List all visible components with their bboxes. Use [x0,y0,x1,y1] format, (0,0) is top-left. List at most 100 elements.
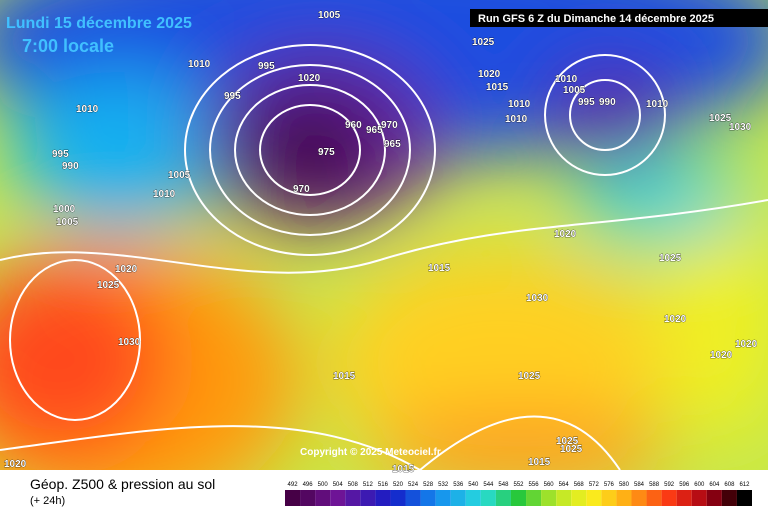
scale-label: 516 [378,482,389,488]
isobar-label: 1010 [505,114,528,125]
copyright: Copyright © 2025 Meteociel.fr [300,447,441,458]
scale-swatch [495,490,511,506]
scale-swatch [330,490,346,506]
isobar-label: 995 [224,91,241,102]
scale-label: 520 [393,482,404,488]
isobar-label: 1020 [478,69,501,80]
scale-swatch [450,490,466,506]
isobar-label: 1020 [115,264,138,275]
forecast-date: Lundi 15 décembre 2025 [6,15,192,32]
scale-swatch [405,490,421,506]
run-panel [470,9,768,27]
scale-label: 508 [348,482,359,488]
scale-label: 592 [664,482,675,488]
scale-label: 604 [709,482,720,488]
scale-label: 560 [544,482,555,488]
isobar-label: 1020 [298,73,321,84]
scale-label: 540 [468,482,479,488]
scale-swatch [556,490,572,506]
isobar-label: 1025 [97,280,120,291]
scale-label: 584 [634,482,645,488]
scale-swatch [616,490,632,506]
scale-label: 612 [739,482,750,488]
scale-label: 572 [589,482,600,488]
scale-label: 528 [423,482,434,488]
isobar-label: 960 [345,120,362,131]
scale-swatch [465,490,481,506]
scale-swatch [541,490,557,506]
isobar-label: 1010 [76,104,99,115]
scale-swatch [526,490,542,506]
isobar-label: 990 [599,97,616,108]
scale-swatch [601,490,617,506]
scale-swatch [736,490,752,506]
scale-label: 504 [333,482,344,488]
isobar-label: 1010 [555,74,578,85]
scale-swatch [631,490,647,506]
scale-swatch [706,490,722,506]
scale-label: 600 [694,482,705,488]
isobar-label: 1015 [333,371,356,382]
isobar-label: 1015 [392,464,415,475]
footer-title: Géop. Z500 & pression au sol [30,476,215,492]
scale-label: 588 [649,482,660,488]
scale-swatch [345,490,361,506]
scale-swatch [315,490,331,506]
scale-swatch [646,490,662,506]
scale-swatch [661,490,677,506]
isobar-lines [0,44,768,471]
scale-swatch [571,490,587,506]
scale-swatch [691,490,707,506]
scale-label: 512 [363,482,374,488]
isobar-label: 965 [384,139,401,150]
scale-label: 576 [604,482,615,488]
isobar-label: 1005 [168,170,191,181]
scale-label: 544 [483,482,494,488]
run-info: Run GFS 6 Z du Dimanche 14 décembre 2025 [478,13,714,25]
isobar-label: 1025 [518,371,541,382]
scale-swatch [676,490,692,506]
scale-swatch [375,490,391,506]
scale-swatch [586,490,602,506]
isobar-label: 1020 [735,339,758,350]
color-scale: 492 496 500 504 508 512 516 520 524 528 532 536 540 5… [285,482,752,506]
scale-label: 492 [288,482,299,488]
isobar-label: 995 [258,61,275,72]
scale-label: 580 [619,482,630,488]
isobar-label: 1025 [472,37,495,48]
scale-label: 524 [408,482,419,488]
scale-label: 496 [303,482,314,488]
isobar-label: 1025 [560,444,583,455]
scale-swatch [300,490,316,506]
isobar-label: 1020 [664,314,687,325]
isobar-label: 995 [578,97,595,108]
scale-swatch [510,490,527,506]
scale-label: 568 [574,482,585,488]
isobar-label: 970 [381,120,398,131]
isobar-label: 1005 [56,217,79,228]
scale-label: 556 [529,482,540,488]
scale-label: 564 [559,482,570,488]
scale-label: 536 [453,482,464,488]
isobar-label: 1015 [528,457,551,468]
isobar-label: 1010 [646,99,669,110]
scale-label: 548 [498,482,509,488]
footer-lead: (+ 24h) [30,495,65,507]
scale-label: 608 [724,482,735,488]
isobar-label: 1010 [508,99,531,110]
scale-label: 500 [318,482,329,488]
isobar-label: 1030 [118,337,141,348]
isobar-label: 975 [318,147,335,158]
isobar-label: 970 [293,184,310,195]
scale-label: 552 [513,482,524,488]
isobar-label: 1030 [526,293,549,304]
isobar-label: 1005 [318,10,341,21]
isobar-label: 1020 [710,350,733,361]
isobar-label: 1010 [188,59,211,70]
isobar-label: 1000 [53,204,76,215]
isobar-label: 1005 [563,85,586,96]
isobar-label: 1025 [659,253,682,264]
isobar-label: 1025 [556,436,579,447]
